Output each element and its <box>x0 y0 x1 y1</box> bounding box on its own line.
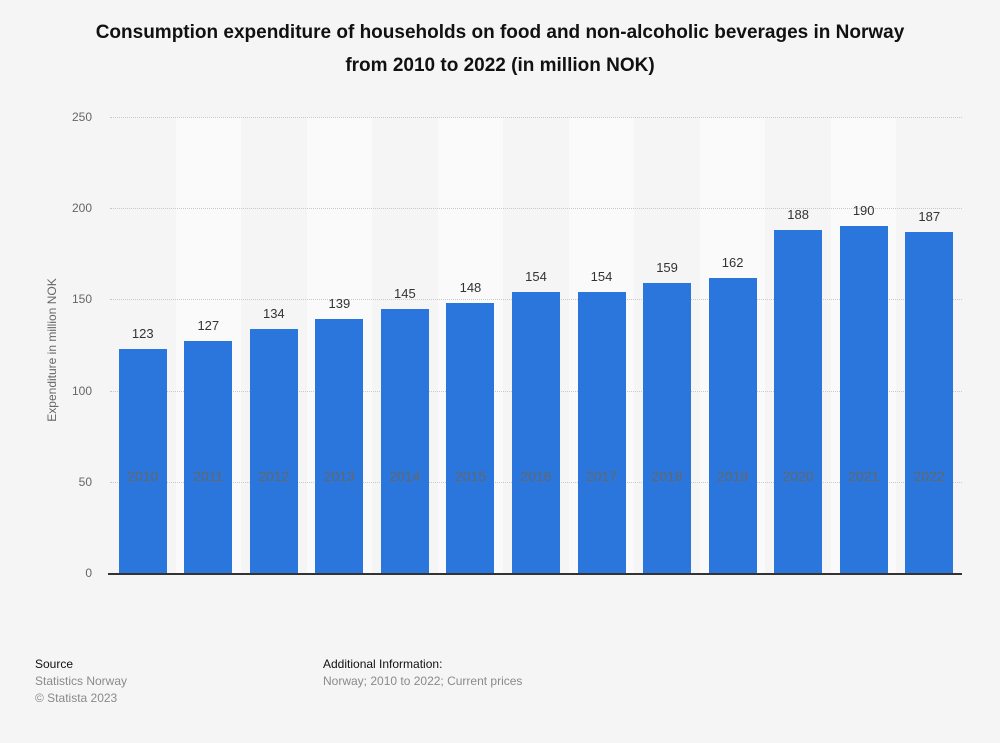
y-tick-label-150: 150 <box>71 292 92 307</box>
value-label-2012: 134 <box>262 305 285 321</box>
y-tick-label-0: 0 <box>85 566 92 580</box>
value-label-2013: 139 <box>328 296 351 312</box>
x-tick-label-2021: 2021 <box>848 468 880 484</box>
plot-area: 123 127 134 139 145 148 154 154 159 162 188 190 187 <box>108 117 962 575</box>
bar-2021 <box>839 226 888 573</box>
bar-2013 <box>315 319 364 573</box>
x-tick-label-2014: 2014 <box>389 468 421 484</box>
bar-2020 <box>774 230 823 573</box>
y-tick-label-100: 100 <box>71 383 92 398</box>
value-label-2016: 154 <box>525 269 547 285</box>
source-label: Source <box>35 657 74 671</box>
x-tick-label-2013: 2013 <box>323 468 355 484</box>
value-label-2020: 188 <box>787 207 809 223</box>
value-label-2022: 187 <box>918 208 941 224</box>
value-label-2010: 123 <box>131 325 154 341</box>
bar-2014 <box>380 308 429 573</box>
y-tick-label-250: 250 <box>71 110 92 124</box>
value-label-2011: 127 <box>197 318 220 334</box>
y-tick-label-200: 200 <box>71 201 92 216</box>
x-axis-line <box>108 573 962 575</box>
x-tick-label-2016: 2016 <box>520 468 552 484</box>
value-label-2019: 162 <box>721 254 744 270</box>
x-tick-label-2019: 2019 <box>717 468 749 484</box>
additional-info-label: Additional Information: <box>323 657 443 671</box>
x-tick-label-2015: 2015 <box>454 468 487 484</box>
bar-2012 <box>249 328 298 573</box>
x-tick-label-2010: 2010 <box>127 468 159 484</box>
additional-info-text: Norway; 2010 to 2022; Current prices <box>323 674 523 688</box>
copyright: © Statista 2023 <box>35 691 118 705</box>
x-tick-label-2012: 2012 <box>258 468 290 484</box>
x-tick-label-2017: 2017 <box>585 468 618 484</box>
bar-2010 <box>118 348 167 573</box>
y-tick-label-50: 50 <box>78 474 92 489</box>
source-block: Source Statistics Norway © Statista 2023 <box>35 656 127 707</box>
bar-2019 <box>708 277 757 573</box>
bar-2018 <box>643 282 692 573</box>
x-tick-label-2011: 2011 <box>193 468 224 484</box>
source-name: Statistics Norway <box>35 674 128 688</box>
bar-2017 <box>577 292 626 573</box>
value-label-2017: 154 <box>590 269 613 285</box>
bar-2016 <box>512 292 560 573</box>
x-tick-label-2022: 2022 <box>913 468 945 484</box>
value-label-2015: 148 <box>459 280 482 296</box>
gridline-200 <box>110 208 962 210</box>
value-label-2018: 159 <box>656 259 678 275</box>
gridline-250 <box>110 117 962 118</box>
chart-title: Consumption expenditure of households on… <box>95 22 905 76</box>
bar-2015 <box>446 303 495 573</box>
x-tick-label-2018: 2018 <box>651 468 683 484</box>
bar-2022 <box>905 231 954 573</box>
value-label-2014: 145 <box>394 285 416 301</box>
value-label-2021: 190 <box>852 203 875 219</box>
bar-2011 <box>184 341 233 573</box>
additional-info-block: Additional Information: Norway; 2010 to … <box>323 656 522 690</box>
x-tick-label-2020: 2020 <box>782 468 814 484</box>
